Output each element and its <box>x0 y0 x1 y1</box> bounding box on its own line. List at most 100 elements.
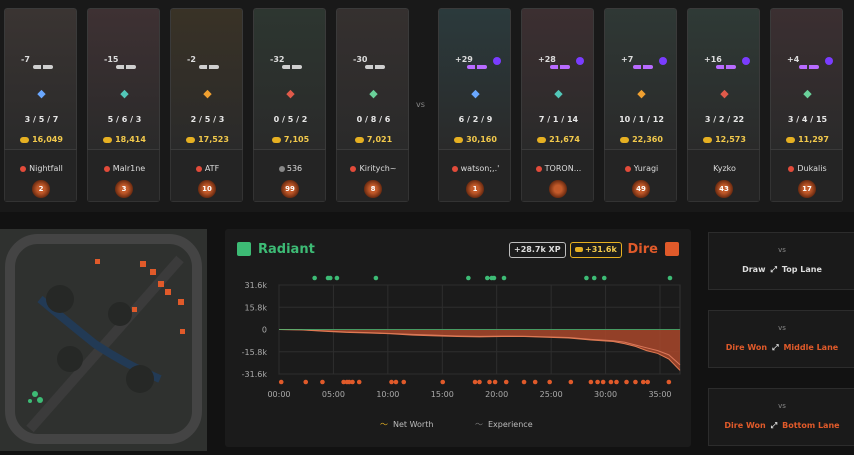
lane-name: Bottom Lane <box>782 421 840 430</box>
dire-building <box>140 261 146 267</box>
lane-icon: ⤢ <box>770 421 778 430</box>
player-card-radiant[interactable]: -2 ◆ 2 / 5 / 3 17,523 ATF 10 <box>170 8 243 202</box>
advantage-chart[interactable]: 31.6k 15.8k 0 -15.8k -31.6k 00:00 05:00 10:00 15… <box>225 229 691 447</box>
player-card-radiant[interactable]: -32 ◆ 0 / 5 / 2 7,105 536 99 <box>253 8 326 202</box>
dire-event-marker <box>624 379 629 385</box>
radiant-event-marker <box>373 275 379 281</box>
level-bar <box>467 65 487 69</box>
player-card-radiant[interactable]: -30 ◆ 0 / 8 / 6 7,021 Kiritych~ 8 <box>336 8 409 202</box>
lane-result-card[interactable]: vs Draw ⤢ Top Lane <box>708 232 854 290</box>
rank-number: 10 <box>202 185 212 193</box>
legend-networth[interactable]: 〜 Net Worth <box>380 419 433 430</box>
shield-icon: ◆ <box>637 87 646 100</box>
player-name-text: 536 <box>286 164 303 173</box>
rank-medal-icon <box>549 180 567 198</box>
rank-medal-icon: 99 <box>281 180 299 198</box>
player-name-text: Kyzko <box>713 164 736 173</box>
kda: 7 / 1 / 14 <box>538 115 579 124</box>
item-icon <box>659 57 667 65</box>
dire-event-marker <box>608 379 614 385</box>
sword-icon: ◆ <box>471 87 480 100</box>
player-name[interactable]: ATF <box>171 164 243 173</box>
gold-icon <box>537 136 547 143</box>
player-card-body: -30 ◆ 0 / 8 / 6 7,021 <box>336 8 409 150</box>
player-name[interactable]: 536 <box>254 164 326 173</box>
level-diff: -32 <box>270 55 285 64</box>
player-card-dire[interactable]: +28 ◆ 7 / 1 / 14 21,674 TORON... <box>521 8 594 202</box>
lane-vs: vs <box>778 246 786 254</box>
x-tick-label: 15:00 <box>431 390 454 399</box>
kda: 3 / 4 / 15 <box>787 115 828 124</box>
radiant-event-marker <box>327 275 333 281</box>
dire-event-marker <box>521 379 527 385</box>
player-name[interactable]: Malr1ne <box>88 164 160 173</box>
level-bar <box>282 65 302 69</box>
player-name[interactable]: watson;,.' <box>439 164 511 173</box>
player-card-footer: Nightfall 2 <box>4 150 77 202</box>
player-card-radiant[interactable]: -7 ◆ 3 / 5 / 7 16,049 Nightfall 2 <box>4 8 77 202</box>
kda: 0 / 5 / 2 <box>273 115 308 124</box>
advantage-graph-panel: Radiant +28.7k XP +31.6k Dire 31.6k 15.8k… <box>225 229 691 447</box>
lane-result: Dire Won ⤢ Middle Lane <box>709 343 854 353</box>
support-icon: ◆ <box>369 87 378 100</box>
player-card-footer: TORON... <box>521 150 594 202</box>
level-diff: +4 <box>787 55 800 64</box>
shield-icon: ◆ <box>203 87 212 100</box>
player-name[interactable]: Yuragi <box>605 164 677 173</box>
lane-result-card[interactable]: vs Dire Won ⤢ Middle Lane <box>708 310 854 368</box>
player-name[interactable]: Kyzko <box>688 164 760 173</box>
player-card-body: +4 ◆ 3 / 4 / 15 11,297 <box>770 8 843 150</box>
dire-event-marker <box>320 379 325 385</box>
level-diff: -7 <box>21 55 30 64</box>
x-tick-label: 25:00 <box>540 390 563 399</box>
kda: 3 / 2 / 22 <box>704 115 745 124</box>
minimap[interactable] <box>0 229 207 451</box>
x-tick-label: 10:00 <box>376 390 399 399</box>
player-card-body: -15 ◆ 5 / 6 / 3 18,414 <box>87 8 160 150</box>
gold-value: 18,414 <box>115 135 146 144</box>
rank-number: 1 <box>472 185 478 193</box>
player-card-radiant[interactable]: -15 ◆ 5 / 6 / 3 18,414 Malr1ne 3 <box>87 8 160 202</box>
player-card-footer: Kiritych~ 8 <box>336 150 409 202</box>
player-name[interactable]: Dukalis <box>771 164 843 173</box>
level-bar <box>799 65 819 69</box>
x-tick-label: 20:00 <box>485 390 508 399</box>
gold-value: 7,021 <box>366 135 393 144</box>
player-name[interactable]: TORON... <box>522 164 594 173</box>
legend-experience[interactable]: 〜 Experience <box>475 419 533 430</box>
versus-label: vs <box>416 100 425 109</box>
player-card-dire[interactable]: +29 ◆ 6 / 2 / 9 30,160 watson;,.' 1 <box>438 8 511 202</box>
dire-building <box>178 299 184 305</box>
radiant-event-marker <box>584 275 589 281</box>
player-card-body: +29 ◆ 6 / 2 / 9 30,160 <box>438 8 511 150</box>
gold-icon <box>354 136 364 143</box>
player-card-body: -7 ◆ 3 / 5 / 7 16,049 <box>4 8 77 150</box>
radiant-event-marker <box>601 275 607 281</box>
xp-advantage-badge: +28.7k XP <box>509 242 566 258</box>
lane-name: Middle Lane <box>783 343 839 352</box>
radiant-event-marker <box>591 275 597 281</box>
player-name[interactable]: Kiritych~ <box>337 164 409 173</box>
lane-outcome: Draw <box>742 265 766 274</box>
level-diff: +28 <box>538 55 556 64</box>
lane-result-card[interactable]: vs Dire Won ⤢ Bottom Lane <box>708 388 854 446</box>
player-card-dire[interactable]: +16 ◆ 3 / 2 / 22 12,573 Kyzko 43 <box>687 8 760 202</box>
kda: 6 / 2 / 9 <box>458 115 493 124</box>
status-icon <box>350 165 357 172</box>
dire-event-marker <box>614 379 619 385</box>
networth-legend-icon: 〜 <box>380 420 388 429</box>
net-worth: 7,021 <box>337 135 409 144</box>
net-worth: 30,160 <box>439 135 511 144</box>
player-card-dire[interactable]: +4 ◆ 3 / 4 / 15 11,297 Dukalis 17 <box>770 8 843 202</box>
level-diff: -15 <box>104 55 119 64</box>
player-name[interactable]: Nightfall <box>5 164 77 173</box>
player-card-footer: watson;,.' 1 <box>438 150 511 202</box>
item-icon <box>825 57 833 65</box>
dire-event-marker <box>633 379 638 385</box>
kda: 10 / 1 / 12 <box>619 115 664 124</box>
level-diff: -2 <box>187 55 196 64</box>
dire-event-marker <box>440 379 446 385</box>
level-bar <box>633 65 653 69</box>
player-card-body: -2 ◆ 2 / 5 / 3 17,523 <box>170 8 243 150</box>
player-card-dire[interactable]: +7 ◆ 10 / 1 / 12 22,360 Yuragi 49 <box>604 8 677 202</box>
